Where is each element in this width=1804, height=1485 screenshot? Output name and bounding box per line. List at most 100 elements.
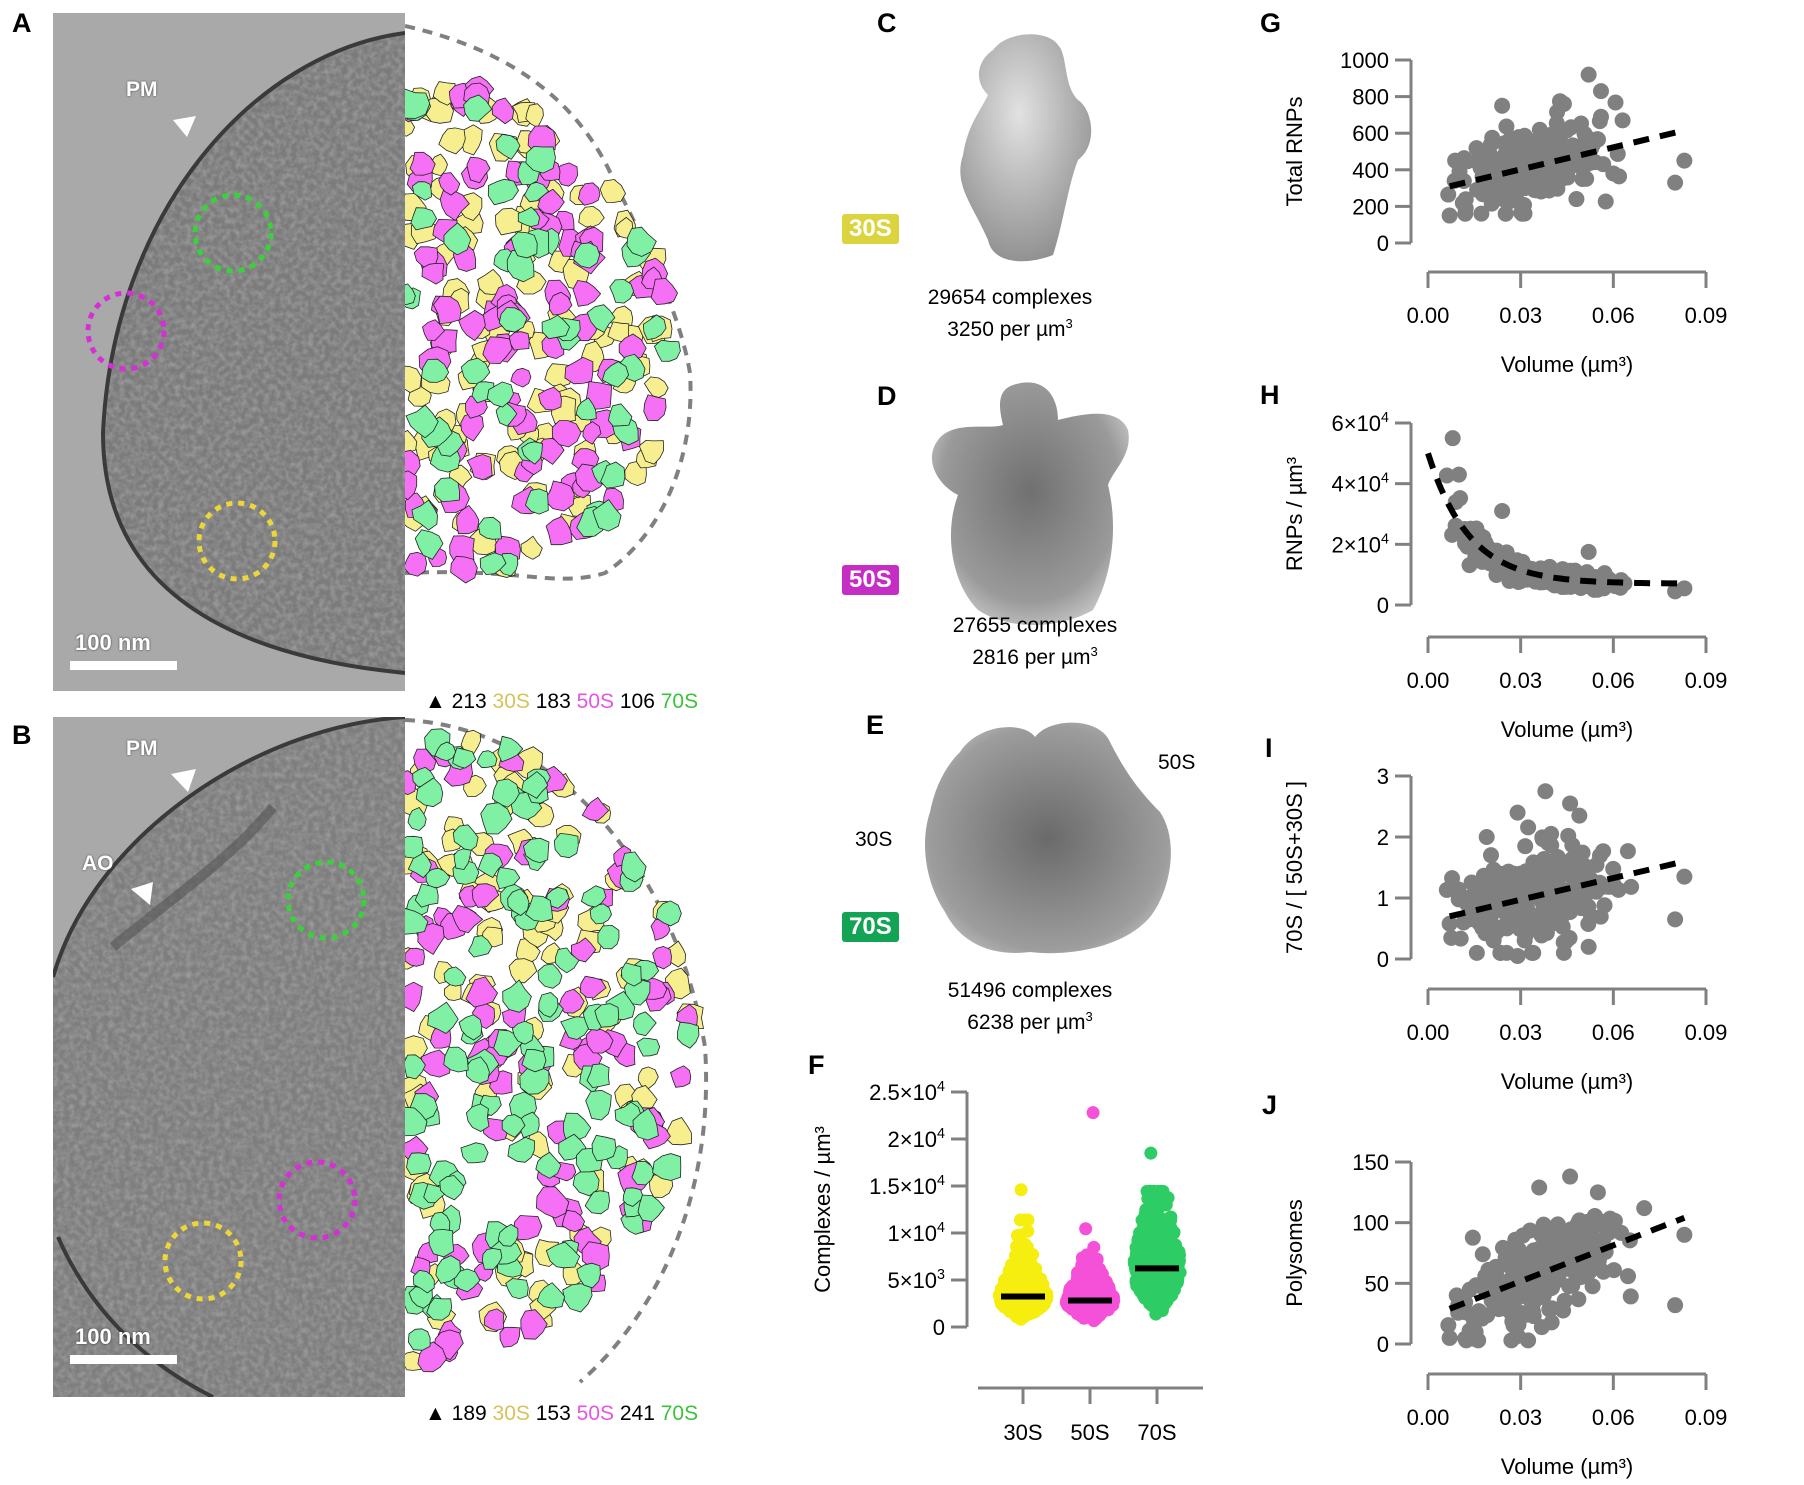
data-point xyxy=(1028,1279,1042,1293)
data-point xyxy=(1605,1262,1622,1279)
particle-70s xyxy=(413,1269,435,1294)
scale-bar-b xyxy=(70,1355,177,1364)
data-point xyxy=(1481,1276,1498,1293)
scale-bar-label-a: 100 nm xyxy=(75,630,151,655)
data-point xyxy=(1441,915,1458,932)
particle-70s xyxy=(426,1297,453,1321)
data-point xyxy=(1479,177,1496,194)
scale-bar-a xyxy=(70,661,177,670)
data-point xyxy=(1563,119,1580,136)
particle-50s xyxy=(409,151,436,176)
data-point xyxy=(1584,1278,1601,1295)
data-point xyxy=(1576,888,1593,905)
chart-h: 0 2×104 4×104 6×104 0.00 0.03 0.06 0.09 Volume (… xyxy=(1282,410,1727,742)
data-point xyxy=(1518,1306,1535,1323)
particle-70s xyxy=(428,1228,455,1258)
data-point xyxy=(1509,947,1526,964)
particle-70s xyxy=(586,304,616,333)
particle-70s xyxy=(562,1283,593,1313)
particle-30s xyxy=(599,179,626,203)
x-tick-label: 70S xyxy=(1137,1420,1176,1445)
data-point xyxy=(1085,1273,1099,1287)
data-point xyxy=(1592,908,1609,925)
data-point xyxy=(1570,1291,1587,1308)
particle-70s xyxy=(553,832,579,859)
particle-70s xyxy=(460,1142,489,1164)
data-point xyxy=(1452,152,1469,169)
data-point xyxy=(1592,108,1609,125)
particle-30s xyxy=(405,365,422,393)
particle-50s xyxy=(466,156,491,184)
data-point xyxy=(1580,543,1597,560)
data-point xyxy=(1553,166,1570,183)
particle-70s xyxy=(653,339,681,362)
y-tick-label: 1×104 xyxy=(887,1220,945,1246)
structure-70s-image xyxy=(925,722,1171,954)
data-point xyxy=(1562,1168,1579,1185)
panel-c-label: C xyxy=(877,8,897,38)
particle-50s xyxy=(581,1241,610,1271)
structure-30s-image xyxy=(960,34,1092,262)
particle-50s xyxy=(465,976,499,1008)
data-point xyxy=(1473,1310,1490,1327)
particle-50s xyxy=(585,381,613,410)
badge-70s: 70S xyxy=(842,912,899,942)
y-tick-label: 0 xyxy=(1377,231,1389,256)
particle-50s xyxy=(491,97,515,125)
particle-50s xyxy=(405,551,428,577)
x-tick-label: 0.03 xyxy=(1499,1020,1542,1045)
data-point xyxy=(1494,97,1511,114)
tomogram-image-a xyxy=(53,13,405,691)
particle-70s xyxy=(505,1278,529,1300)
particle-70s xyxy=(676,1021,700,1049)
particle-50s xyxy=(417,1341,447,1373)
species-70s-b: 70S xyxy=(660,1402,699,1425)
ao-arrowhead-b xyxy=(131,882,153,905)
highlight-50s-b xyxy=(276,1159,358,1241)
data-point xyxy=(1676,868,1693,885)
highlight-70s-a xyxy=(192,192,274,274)
y-tick-label: 0 xyxy=(933,1315,945,1340)
count-marker: ▲ xyxy=(425,690,446,713)
particle-70s xyxy=(632,1107,659,1141)
data-point xyxy=(1614,112,1631,129)
data-point xyxy=(1021,1224,1035,1238)
panel-b-tomogram: PM AO 100 nm xyxy=(53,717,405,1397)
particle-50s xyxy=(439,188,470,222)
data-point xyxy=(1492,865,1509,882)
particle-50s xyxy=(570,937,597,963)
particle-70s xyxy=(453,848,472,870)
data-point xyxy=(1554,918,1571,935)
data-point xyxy=(1505,872,1522,889)
particle-50s xyxy=(643,394,667,422)
particle-70s xyxy=(415,777,444,808)
density-70s: 6238 per µm3 xyxy=(967,1009,1093,1034)
data-point xyxy=(1504,1295,1521,1312)
chart-i: 0 1 2 3 0.00 0.03 0.06 0.09 Volume (µm³) 70S / [ … xyxy=(1282,764,1727,1094)
particle-70s xyxy=(584,1190,610,1215)
particle-70s xyxy=(522,837,550,864)
species-70s-a: 70S xyxy=(660,690,699,713)
particle-70s xyxy=(560,1016,591,1040)
data-point xyxy=(1537,783,1554,800)
data-point xyxy=(1667,174,1684,191)
data-point xyxy=(1495,903,1512,920)
particle-70s xyxy=(536,1282,566,1309)
particle-70s xyxy=(521,1049,547,1073)
x-tick-label: 0.06 xyxy=(1592,1405,1635,1430)
y-axis-label: Complexes / µm³ xyxy=(810,1126,835,1293)
stats-30s: 29654 complexes 3250 per µm3 xyxy=(905,285,1115,343)
badge-50s: 50S xyxy=(842,565,899,595)
data-point xyxy=(1086,1106,1100,1120)
x-axis-label: Volume (µm³) xyxy=(1501,352,1633,377)
particle-70s xyxy=(410,207,438,231)
panel-g-label: G xyxy=(1260,8,1282,38)
particle-70s xyxy=(545,1241,581,1269)
particle-50s xyxy=(585,1027,614,1054)
data-point xyxy=(1507,1234,1524,1251)
particle-70s xyxy=(465,1056,490,1084)
particle-50s xyxy=(577,182,601,206)
particle-50s xyxy=(561,1209,586,1233)
data-point xyxy=(1565,850,1582,867)
data-point xyxy=(1014,1183,1028,1197)
